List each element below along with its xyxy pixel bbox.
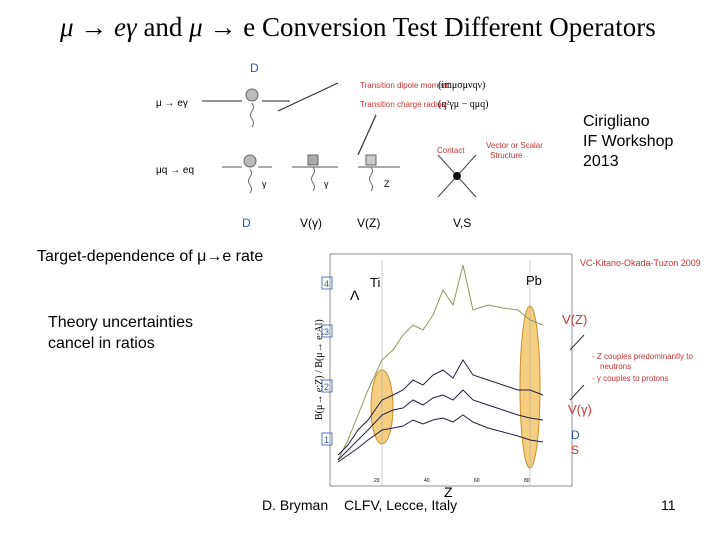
- operator-diagram: D μ → eγ Transition dipole moment: (imμσ…: [156, 61, 543, 230]
- theory-line-2: cancel in ratios: [48, 335, 155, 352]
- title-and: and: [136, 12, 190, 42]
- contact-vertex: [437, 154, 477, 198]
- contact-label: Contact: [437, 146, 465, 155]
- charge-radius-formula: (q²γμ − qμq): [438, 99, 488, 110]
- y-ticks: 4 3 2 1: [321, 276, 333, 446]
- plot-frame: [329, 253, 573, 487]
- d-curve-label: D: [571, 428, 580, 442]
- charge-radius-label: Transition charge radius:: [360, 100, 448, 109]
- credit-workshop: IF Workshop: [583, 133, 674, 150]
- curve-vz: [337, 264, 544, 461]
- pointer-line-dipole: [277, 82, 339, 112]
- theory-text: Theory uncertainties cancel in ratios: [48, 312, 193, 354]
- credit-year: 2013: [583, 153, 619, 170]
- vector-scalar-label-2: Structure: [490, 151, 523, 160]
- vz-vertex: Z: [358, 154, 400, 192]
- plot-ylabel: B(μ→ e;Z) / B(μ→ e;Al): [314, 319, 325, 420]
- arrow-up: [569, 334, 585, 351]
- z-label: Z: [384, 179, 390, 189]
- ytick-2: 2: [324, 382, 329, 392]
- footer-event: CLFV, Lecce, Italy: [344, 497, 458, 513]
- pb-label: Pb: [526, 273, 542, 288]
- dipole-formula: (imμσμνqν): [438, 80, 485, 91]
- ytick-4: 4: [324, 279, 329, 289]
- ti-label: Ti: [370, 275, 380, 290]
- target-dependence-text: Target-dependence of μ→e rate: [37, 248, 264, 265]
- credit-name: Cirigliano: [583, 113, 650, 130]
- page-number: 11: [661, 497, 676, 513]
- process-mueq-label: μq → eq: [156, 165, 194, 176]
- gamma-label-2: γ: [324, 179, 329, 189]
- lambda-label: Λ: [350, 287, 360, 303]
- dipole-label: Transition dipole moment:: [360, 81, 452, 90]
- note-gamma-protons: - γ couples to protons: [592, 374, 668, 383]
- ratio-plot: VC-Kitano-Okada-Tuzon 2009 Λ Ti Pb B(μ→ …: [314, 253, 701, 500]
- s-curve-label: S: [571, 443, 579, 457]
- note-z-couples: - Z couples predominantly to: [592, 352, 693, 361]
- op-label-vz: V(Z): [357, 216, 380, 230]
- x-ticks: 20 40 60 80: [374, 478, 530, 484]
- plot-xlabel: Z: [444, 484, 453, 500]
- title-formula-meg: μ → eγ: [60, 12, 137, 42]
- vz-curve-label: V(Z): [562, 312, 587, 327]
- ytick-1: 1: [324, 435, 329, 445]
- theory-line-1: Theory uncertainties: [48, 314, 193, 331]
- slide-title: μ → eγ and μ → e Conversion Test Differe…: [60, 12, 700, 43]
- plot-reference: VC-Kitano-Okada-Tuzon 2009: [580, 258, 701, 268]
- vgamma-vertex: γ: [292, 154, 338, 192]
- diagram-label-d-top: D: [250, 61, 259, 75]
- credit-block: Cirigliano IF Workshop 2013: [583, 112, 673, 172]
- op-label-vs: V,S: [453, 216, 471, 230]
- arrow-down: [569, 384, 585, 401]
- footer-author: D. Bryman: [262, 497, 329, 513]
- dipole-vertex: [202, 88, 290, 128]
- xtick-60: 60: [474, 478, 480, 484]
- xtick-40: 40: [424, 478, 430, 484]
- vector-scalar-label-1: Vector or Scalar: [486, 141, 543, 150]
- op-label-d: D: [242, 216, 251, 230]
- curve-s: [337, 414, 544, 463]
- xtick-20: 20: [374, 478, 380, 484]
- vgamma-curve-label: V(γ): [568, 402, 592, 417]
- title-mu: μ: [189, 12, 203, 42]
- title-rest: → e Conversion Test Different Operators: [202, 12, 656, 42]
- xtick-80: 80: [524, 478, 530, 484]
- curve-vgamma: [337, 359, 544, 456]
- pointer-line-charge: [357, 114, 377, 156]
- curve-d: [337, 389, 544, 461]
- op-label-vgamma: V(γ): [300, 216, 322, 230]
- gamma-label-1: γ: [262, 179, 267, 189]
- d-vertex: γ: [222, 154, 272, 194]
- note-neutrons: neutrons: [600, 362, 631, 371]
- ytick-3: 3: [324, 327, 329, 337]
- process-meg-label: μ → eγ: [156, 98, 188, 109]
